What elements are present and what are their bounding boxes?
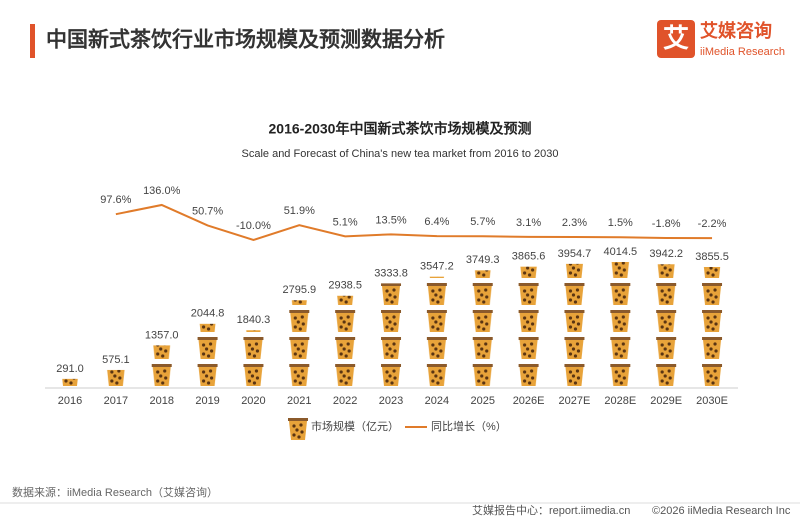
line-value-label: -10.0% (236, 220, 271, 232)
x-tick-label: 2019 (195, 395, 219, 407)
x-tick-label: 2022 (333, 395, 357, 407)
bar (609, 262, 632, 388)
logo-sub: iiMedia Research (700, 46, 785, 58)
bar-value-label: 3749.3 (466, 254, 500, 266)
bar (701, 266, 724, 388)
line-value-label: 5.7% (470, 216, 495, 228)
legend-label: 市场规模（亿元） (311, 419, 399, 433)
bar (59, 378, 81, 388)
footer-report: 艾媒报告中心：report.iimedia.cn (472, 503, 630, 517)
growth-line (115, 203, 713, 242)
bar-value-label: 575.1 (102, 354, 130, 366)
bar-value-label: 2044.8 (191, 308, 225, 320)
line-value-label: 2.3% (562, 217, 587, 229)
bar-value-label: 3942.2 (649, 248, 683, 260)
x-tick-label: 2023 (379, 395, 403, 407)
line-value-label: 5.1% (333, 216, 358, 228)
bar (288, 300, 311, 388)
x-tick-label: 2025 (470, 395, 494, 407)
line-value-label: 3.1% (516, 217, 541, 229)
page-title: 中国新式茶饮行业市场规模及预测数据分析 (46, 28, 445, 52)
bar-value-label: 2938.5 (328, 280, 362, 292)
logo-box (657, 20, 695, 58)
bar (104, 369, 127, 388)
bar (380, 283, 403, 388)
bar-value-label: 291.0 (56, 363, 84, 375)
chart-subtitle: Scale and Forecast of China's new tea ma… (242, 148, 559, 160)
bar-value-label: 1357.0 (145, 329, 179, 341)
bar (517, 266, 540, 388)
line-value-label: 13.5% (375, 214, 406, 226)
pearl (299, 423, 303, 427)
line-value-label: 1.5% (608, 217, 633, 229)
pearl (295, 428, 299, 432)
x-tick-label: 2028E (604, 395, 636, 407)
x-tick-label: 2021 (287, 395, 311, 407)
pearl (300, 430, 304, 434)
line-value-label: 6.4% (424, 216, 449, 228)
x-tick-label: 2030E (696, 395, 728, 407)
pearl (297, 435, 301, 439)
bar (334, 295, 357, 388)
line-value-label: 50.7% (192, 205, 223, 217)
source: 数据来源：iiMedia Research（艾媒咨询） (12, 485, 218, 499)
line-value-label: -2.2% (698, 218, 727, 230)
logo-name: 艾媒咨询 (700, 20, 772, 41)
bar-value-label: 3333.8 (374, 267, 408, 279)
bar (242, 330, 265, 388)
x-tick-label: 2029E (650, 395, 682, 407)
footer-copyright: ©2026 iiMedia Research Inc (652, 505, 791, 517)
bar (655, 264, 678, 388)
bar-value-label: 3954.7 (558, 248, 592, 260)
legend-label: 同比增长（%） (431, 419, 507, 433)
bar (196, 323, 219, 388)
bar (471, 270, 494, 388)
bar-value-label: 3865.6 (512, 251, 546, 263)
bar-value-label: 1840.3 (237, 314, 271, 326)
line-value-label: 97.6% (100, 194, 131, 206)
x-tick-label: 2024 (425, 395, 449, 407)
line-value-label: 136.0% (143, 185, 181, 197)
chart-title: 2016-2030年中国新式茶饮市场规模及预测 (269, 121, 532, 137)
logo-mark: 艾 (663, 23, 689, 53)
bar-value-label: 3547.2 (420, 261, 454, 273)
title-accent (30, 24, 35, 58)
bar (563, 263, 586, 388)
x-tick-label: 2017 (104, 395, 128, 407)
legend: 市场规模（亿元） 同比增长（%） (288, 418, 507, 440)
bar (425, 276, 448, 388)
bar (150, 345, 173, 388)
x-tick-label: 2016 (58, 395, 82, 407)
line-value-label: -1.8% (652, 218, 681, 230)
pearl (292, 424, 296, 428)
x-tick-label: 2018 (149, 395, 173, 407)
pearl (292, 433, 296, 437)
bar-value-label: 4014.5 (603, 246, 637, 258)
bar-value-label: 3855.5 (695, 251, 729, 263)
x-tick-label: 2026E (513, 395, 545, 407)
bar-value-label: 2795.9 (282, 284, 316, 296)
cup-lid (288, 418, 308, 421)
x-tick-label: 2020 (241, 395, 265, 407)
line-value-label: 51.9% (284, 205, 315, 217)
x-tick-label: 2027E (559, 395, 591, 407)
